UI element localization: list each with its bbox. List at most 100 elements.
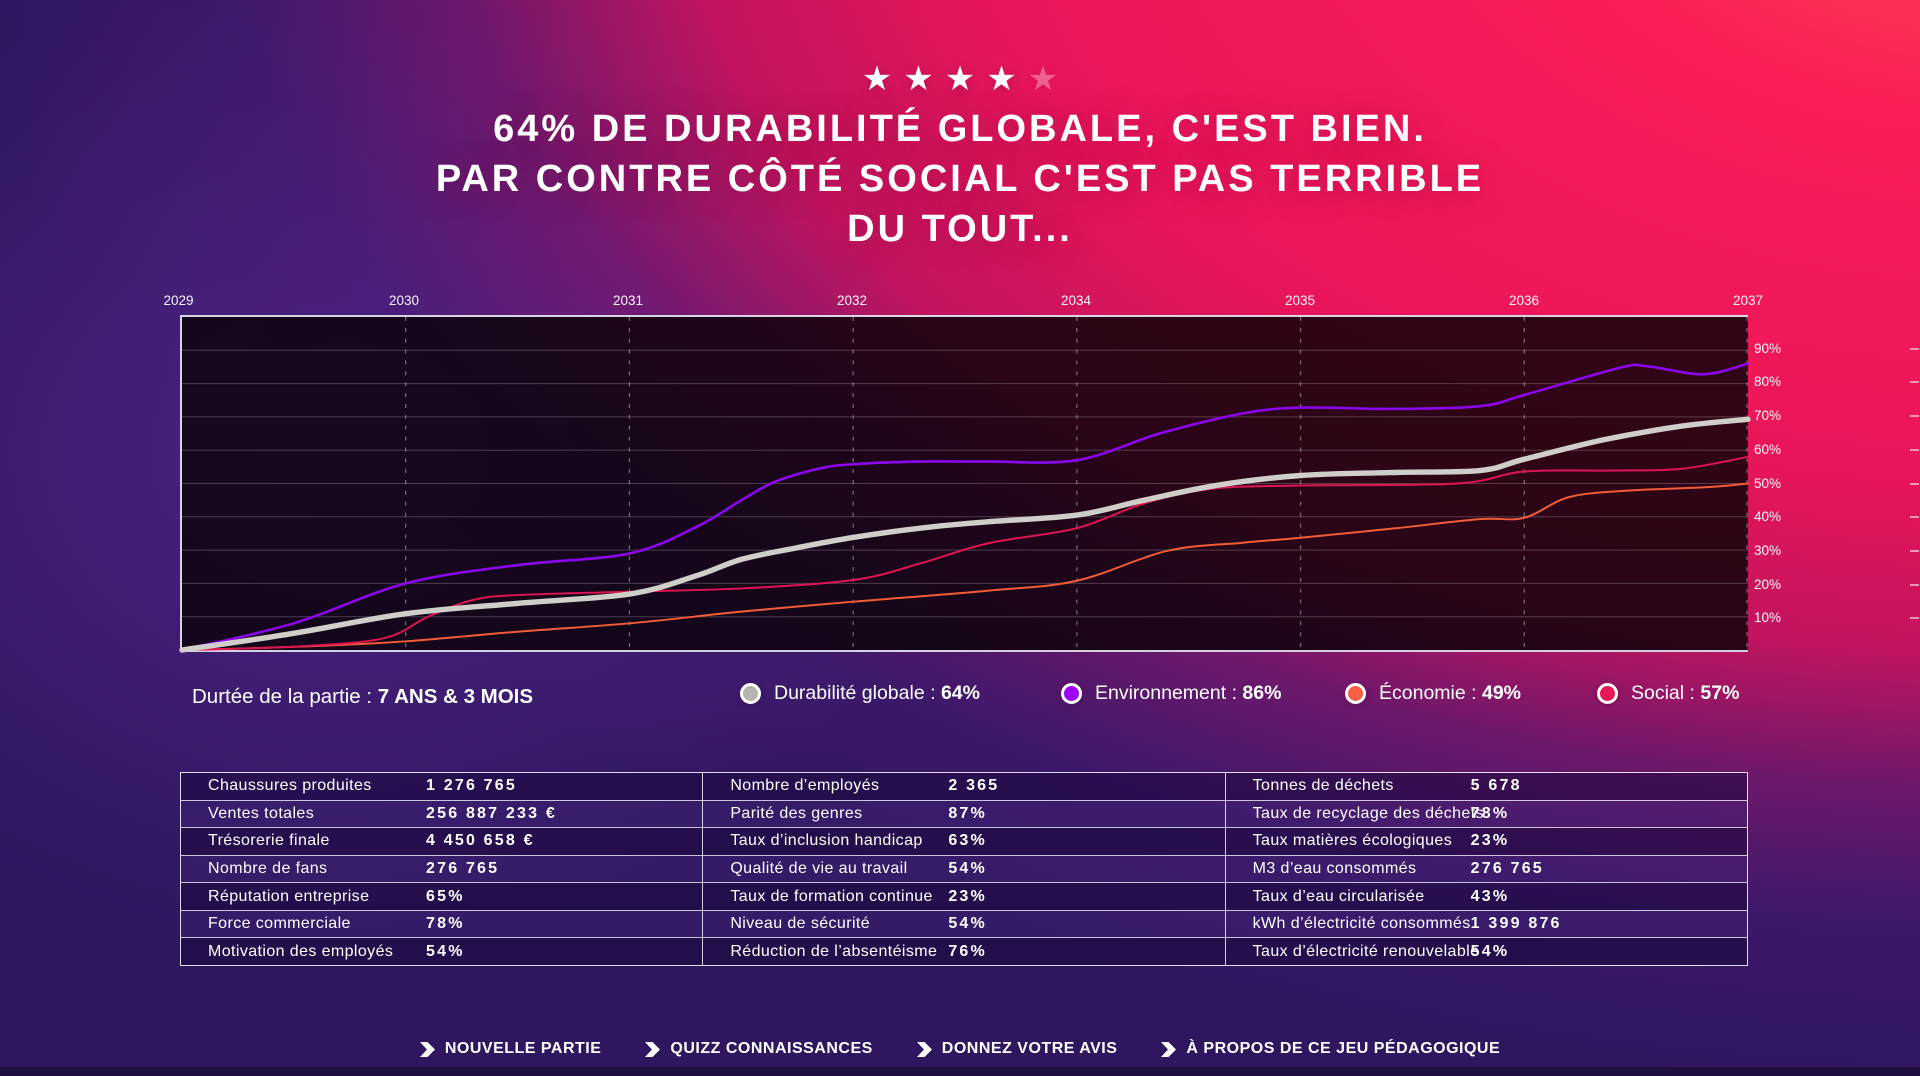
legend-item-economie: Économie : 49% (1345, 682, 1521, 705)
title-line-3: DU TOUT... (847, 208, 1073, 250)
legend-item-environnement: Environnement : 86% (1061, 682, 1281, 705)
legend-item-durabilite-globale: Durabilité globale : 64% (740, 682, 980, 705)
x-axis-label: 2036 (1508, 293, 1540, 308)
stats-column: Tonnes de déchets 5 678 Taux de recyclage … (1224, 773, 1747, 966)
stat-label: Ventes totales (208, 804, 315, 822)
stat-label: Taux matières écologiques (1252, 832, 1453, 850)
game-duration: Durtée de la partie : 7 ANS & 3 MOIS (192, 685, 533, 709)
nav-link-a-propos-de-ce-jeu-pedagogique[interactable]: À PROPOS DE CE JEU PÉDAGOGIQUE (1161, 1040, 1500, 1058)
legend-value: 64% (940, 682, 980, 704)
stat-label: Nombre d’employés (730, 777, 880, 795)
legend-color-dot (1061, 683, 1082, 704)
x-axis-label: 2031 (612, 293, 644, 308)
nav-link-label: QUIZZ CONNAISSANCES (670, 1040, 873, 1057)
stats-column: Nombre d’employés 2 365 Parité des genres 8… (702, 773, 1225, 966)
stat-row: Taux de formation continue 23% (703, 882, 1225, 910)
x-axis-label: 2035 (1284, 293, 1316, 308)
stat-label: M3 d’eau consommés (1252, 860, 1417, 878)
legend-color-dot (1345, 683, 1366, 704)
stat-value: 65% (426, 887, 465, 905)
stat-value: 5 678 (1470, 777, 1522, 795)
axis-tick-mark (1910, 549, 1919, 552)
series-line-environnement (180, 362, 1750, 652)
nav-link-nouvelle-partie[interactable]: NOUVELLE PARTIE (419, 1040, 602, 1058)
legend-item-social: Social : 57% (1597, 682, 1739, 705)
chevron-right-icon (645, 1041, 661, 1057)
chart-plot-area (179, 315, 1751, 653)
y-axis-label: 60% (1754, 441, 1782, 457)
stat-row: Taux de recyclage des déchets 78% (1225, 799, 1747, 828)
stat-label: Nombre de fans (208, 860, 328, 878)
stat-row: Force commerciale 78% (181, 909, 703, 938)
stat-value: 23% (948, 887, 987, 905)
stat-row: Nombre d’employés 2 365 (703, 773, 1225, 800)
right-edge-ticks (1908, 315, 1920, 652)
series-line-durabilite-globale (179, 416, 1751, 653)
stat-label: Qualité de vie au travail (730, 860, 908, 878)
stat-label: Trésorerie finale (208, 832, 330, 850)
axis-tick-mark (1910, 516, 1919, 519)
y-axis-label: 10% (1754, 610, 1782, 626)
stat-value: 54% (948, 860, 987, 878)
legend-label: Économie : 49% (1379, 682, 1521, 704)
nav-link-donnez-votre-avis[interactable]: DONNEZ VOTRE AVIS (916, 1040, 1118, 1058)
y-axis-label: 20% (1754, 576, 1782, 592)
stat-label: Réputation entreprise (208, 887, 370, 905)
series-line-social (181, 455, 1749, 651)
x-axis-label: 2030 (388, 293, 420, 308)
star-rating: ★ ★ ★ ★ ★ (0, 62, 1920, 96)
axis-tick-mark (1910, 347, 1919, 350)
legend-color-dot (740, 683, 761, 704)
y-axis-labels: 90% 80% 70% 60% 50% 40% 30% 20% 10% (1754, 315, 1814, 652)
nav-link-quizz-connaissances[interactable]: QUIZZ CONNAISSANCES (645, 1040, 872, 1058)
nav-link-label: À PROPOS DE CE JEU PÉDAGOGIQUE (1186, 1040, 1501, 1057)
axis-tick-mark (1910, 583, 1919, 586)
x-axis-labels: 2029 2030 2031 2032 2034 2035 2036 2037 (163, 293, 1763, 311)
star-icon: ★ (861, 60, 893, 98)
title-line-1: 64% DE DURABILITÉ GLOBALE, C'EST BIEN. (493, 108, 1427, 150)
page-title: 64% DE DURABILITÉ GLOBALE, C'EST BIEN. P… (0, 104, 1920, 254)
stat-row: Taux d’électricité renouvelable 54% (1225, 937, 1747, 966)
stat-label: kWh d’électricité consommés (1252, 915, 1471, 933)
star-icon: ★ (1027, 60, 1059, 98)
stat-value: 78% (1470, 804, 1510, 822)
stat-value: 54% (426, 942, 465, 960)
stats-column: Chaussures produites 1 276 765 Ventes tota… (181, 773, 703, 966)
stat-row: Motivation des employés 54% (181, 937, 703, 966)
stat-label: Taux de formation continue (730, 887, 933, 905)
chevron-right-icon (1161, 1041, 1177, 1057)
stat-value: 4 450 658 € (426, 832, 535, 850)
stat-label: Force commerciale (208, 915, 351, 933)
legend-label: Durabilité globale : 64% (774, 682, 980, 704)
game-duration-value: 7 ANS & 3 MOIS (377, 685, 534, 708)
x-axis-label: 2034 (1060, 293, 1092, 308)
legend-value: 57% (1700, 682, 1740, 704)
title-line-2: PAR CONTRE CÔTÉ SOCIAL C'EST PAS TERRIBL… (435, 158, 1485, 200)
stat-label: Niveau de sécurité (730, 915, 871, 933)
stat-row: Chaussures produites 1 276 765 (181, 773, 703, 800)
stat-value: 256 887 233 € (426, 804, 557, 822)
axis-tick-mark (1910, 617, 1919, 620)
stat-value: 23% (1470, 832, 1510, 850)
legend-label: Environnement : 86% (1095, 682, 1282, 704)
stat-value: 54% (1470, 942, 1510, 960)
stat-value: 76% (948, 942, 987, 960)
y-axis-label: 90% (1754, 340, 1782, 356)
stat-value: 1 399 876 (1470, 915, 1562, 933)
chevron-right-icon (916, 1041, 932, 1057)
stat-row: Réputation entreprise 65% (181, 882, 703, 910)
nav-link-label: DONNEZ VOTRE AVIS (941, 1040, 1118, 1057)
footer-strip (0, 1067, 1920, 1076)
legend-color-dot (1597, 683, 1618, 704)
chart-meta-row: Durtée de la partie : 7 ANS & 3 MOIS Dur… (0, 682, 1920, 714)
stat-value: 78% (426, 915, 465, 933)
stat-value: 43% (1470, 887, 1510, 905)
x-axis-label: 2037 (1732, 293, 1764, 308)
y-axis-label: 80% (1754, 374, 1782, 390)
stat-label: Réduction de l’absentéisme (730, 942, 938, 960)
stat-value: 54% (948, 915, 987, 933)
stat-label: Chaussures produites (208, 777, 372, 795)
stat-value: 276 765 (426, 860, 500, 878)
axis-tick-mark (1910, 448, 1919, 451)
stat-row: Taux d’inclusion handicap 63% (703, 827, 1225, 855)
